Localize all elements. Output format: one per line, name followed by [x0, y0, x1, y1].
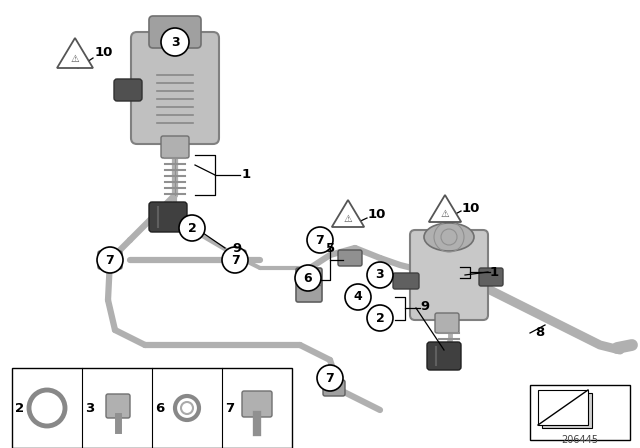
- Text: 3: 3: [171, 35, 179, 48]
- Text: 9: 9: [232, 241, 241, 254]
- Text: 7: 7: [230, 254, 239, 267]
- Text: 4: 4: [354, 290, 362, 303]
- FancyBboxPatch shape: [106, 394, 130, 418]
- FancyBboxPatch shape: [161, 136, 189, 158]
- Text: 5: 5: [326, 241, 335, 254]
- Bar: [542, 393, 592, 428]
- Text: 1: 1: [490, 266, 499, 279]
- FancyBboxPatch shape: [98, 251, 122, 269]
- Text: 2: 2: [376, 311, 385, 324]
- FancyBboxPatch shape: [479, 268, 503, 286]
- Circle shape: [222, 247, 248, 273]
- FancyBboxPatch shape: [242, 391, 272, 417]
- Circle shape: [179, 215, 205, 241]
- Text: 2: 2: [15, 401, 24, 414]
- Circle shape: [317, 365, 343, 391]
- Text: 7: 7: [106, 254, 115, 267]
- FancyBboxPatch shape: [410, 230, 488, 320]
- Text: 8: 8: [535, 327, 544, 340]
- Text: 2: 2: [188, 221, 196, 234]
- FancyBboxPatch shape: [393, 273, 419, 289]
- FancyBboxPatch shape: [338, 250, 362, 266]
- FancyBboxPatch shape: [296, 268, 322, 302]
- Bar: [538, 390, 588, 425]
- Circle shape: [161, 28, 189, 56]
- Polygon shape: [429, 195, 461, 222]
- FancyBboxPatch shape: [149, 16, 201, 48]
- Polygon shape: [57, 38, 93, 68]
- FancyBboxPatch shape: [131, 32, 219, 144]
- Text: 10: 10: [368, 208, 387, 221]
- FancyBboxPatch shape: [114, 79, 142, 101]
- Text: ⚠: ⚠: [344, 214, 353, 224]
- FancyBboxPatch shape: [149, 202, 187, 232]
- Circle shape: [345, 284, 371, 310]
- Text: ⚠: ⚠: [440, 209, 449, 219]
- FancyBboxPatch shape: [323, 380, 345, 396]
- FancyBboxPatch shape: [226, 250, 246, 266]
- Bar: [12, 368, 292, 448]
- Circle shape: [367, 305, 393, 331]
- Text: 3: 3: [376, 268, 384, 281]
- FancyBboxPatch shape: [435, 313, 459, 333]
- Text: 6: 6: [156, 401, 164, 414]
- Text: 6: 6: [304, 271, 312, 284]
- Text: 7: 7: [316, 233, 324, 246]
- Text: 3: 3: [85, 401, 95, 414]
- Text: 9: 9: [420, 301, 429, 314]
- Ellipse shape: [424, 223, 474, 251]
- Text: ⚠: ⚠: [70, 54, 79, 64]
- Circle shape: [97, 247, 123, 273]
- Text: 206445: 206445: [561, 435, 598, 445]
- Text: 7: 7: [326, 371, 334, 384]
- Circle shape: [307, 227, 333, 253]
- Text: 1: 1: [242, 168, 251, 181]
- Polygon shape: [332, 200, 364, 227]
- Circle shape: [295, 265, 321, 291]
- Text: 10: 10: [462, 202, 481, 215]
- Text: 10: 10: [95, 46, 113, 59]
- Circle shape: [367, 262, 393, 288]
- Text: 7: 7: [225, 401, 235, 414]
- FancyBboxPatch shape: [427, 342, 461, 370]
- Bar: [530, 385, 630, 440]
